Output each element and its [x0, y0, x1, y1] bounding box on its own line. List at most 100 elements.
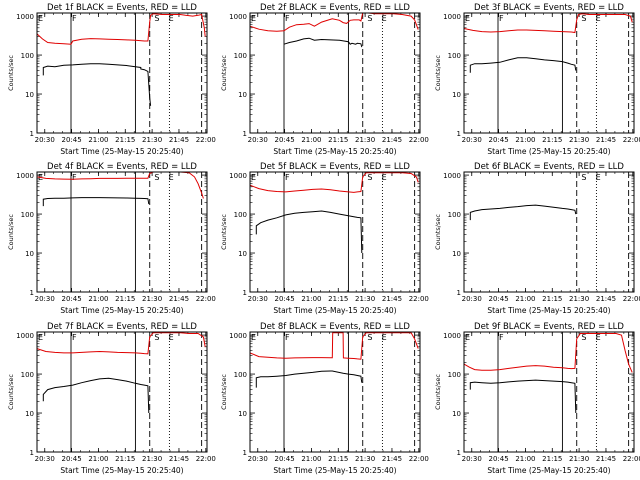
marker-label: S [154, 173, 159, 182]
y-tick-label: 100 [448, 371, 461, 379]
y-axis-label: Counts/sec [434, 55, 442, 91]
x-tick-label: 20:30 [248, 136, 268, 144]
x-axis-label: Start Time (25-May-15 20:25:40) [487, 466, 610, 475]
y-tick-label: 10 [238, 250, 247, 258]
y-tick-label: 1000 [229, 13, 247, 21]
x-axis-label: Start Time (25-May-15 20:25:40) [487, 306, 610, 315]
marker-label: S [367, 14, 372, 23]
lld-series [463, 333, 633, 373]
y-tick-label: 10 [238, 91, 247, 99]
x-tick-label: 21:30 [142, 295, 162, 303]
marker-label: E [251, 14, 256, 23]
x-tick-label: 21:15 [542, 455, 562, 463]
plot-frame [249, 331, 421, 453]
x-tick-label: 20:45 [488, 136, 508, 144]
plot-frame [249, 171, 421, 293]
x-tick-label: 21:00 [515, 455, 535, 463]
marker-label: S [367, 173, 372, 182]
marker-label: E [465, 14, 470, 23]
marker-label: E [251, 173, 256, 182]
x-tick-label: 21:45 [596, 136, 616, 144]
x-tick-label: 22:00 [409, 295, 429, 303]
x-tick-label: 22:00 [196, 136, 216, 144]
panel-title: Det 6f BLACK = Events, RED = LLD [474, 162, 624, 172]
y-tick-label: 1 [457, 130, 461, 138]
y-tick-label: 1 [243, 130, 247, 138]
panel-title: Det 9f BLACK = Events, RED = LLD [474, 322, 624, 332]
plot-frame [463, 331, 635, 453]
x-tick-label: 21:15 [542, 295, 562, 303]
panel-det-9: Det 9f BLACK = Events, RED = LLD Counts/s… [434, 322, 640, 475]
x-tick-label: 21:00 [88, 295, 108, 303]
x-tick-label: 21:00 [301, 295, 321, 303]
plot-frame [463, 12, 635, 134]
marker-label: F [499, 14, 504, 23]
x-axis-label: Start Time (25-May-15 20:25:40) [60, 306, 183, 315]
y-tick-label: 1000 [443, 172, 461, 180]
marker-label: F [285, 173, 290, 182]
marker-label: S [581, 173, 586, 182]
y-axis-label: Counts/sec [220, 55, 228, 91]
x-tick-label: 21:15 [115, 136, 135, 144]
marker-label: F [499, 333, 504, 342]
marker-label: E [251, 333, 256, 342]
marker-label: E [169, 14, 174, 23]
x-axis-label: Start Time (25-May-15 20:25:40) [273, 147, 396, 156]
y-axis-label: Counts/sec [220, 214, 228, 250]
lld-series [36, 13, 206, 45]
x-tick-label: 21:15 [115, 295, 135, 303]
x-tick-label: 20:45 [61, 455, 81, 463]
panel-title: Det 8f BLACK = Events, RED = LLD [260, 322, 410, 332]
y-tick-label: 10 [25, 91, 34, 99]
events-series [255, 370, 363, 388]
panel-title: Det 2f BLACK = Events, RED = LLD [260, 3, 410, 13]
x-axis-label: Start Time (25-May-15 20:25:40) [60, 466, 183, 475]
x-tick-label: 20:30 [462, 136, 482, 144]
x-axis-label: Start Time (25-May-15 20:25:40) [487, 147, 610, 156]
x-tick-label: 21:45 [382, 136, 402, 144]
x-tick-label: 21:15 [115, 455, 135, 463]
panel-det-6: Det 6f BLACK = Events, RED = LLD Counts/s… [434, 162, 640, 315]
lld-series [36, 332, 206, 355]
x-tick-label: 21:30 [142, 455, 162, 463]
x-tick-label: 22:00 [623, 295, 640, 303]
x-tick-label: 21:45 [169, 136, 189, 144]
x-tick-label: 22:00 [409, 136, 429, 144]
panel-title: Det 1f BLACK = Events, RED = LLD [47, 3, 197, 13]
x-tick-label: 21:45 [596, 295, 616, 303]
x-tick-label: 21:45 [382, 295, 402, 303]
lld-series [249, 172, 419, 193]
y-tick-label: 1 [457, 289, 461, 297]
marker-label: F [285, 333, 290, 342]
panel-det-5: Det 5f BLACK = Events, RED = LLD Counts/s… [220, 162, 429, 315]
marker-label: F [72, 14, 77, 23]
marker-label: E [382, 14, 387, 23]
x-tick-label: 20:45 [274, 136, 294, 144]
y-tick-label: 1 [457, 449, 461, 457]
events-series [42, 377, 150, 414]
plot-frame [36, 331, 208, 453]
y-tick-label: 10 [452, 250, 461, 258]
y-tick-label: 100 [21, 211, 34, 219]
y-tick-label: 1000 [443, 332, 461, 340]
x-tick-label: 21:00 [515, 295, 535, 303]
x-tick-label: 21:15 [542, 136, 562, 144]
y-tick-label: 1 [243, 449, 247, 457]
marker-label: E [596, 333, 601, 342]
plot-frame [463, 171, 635, 293]
x-tick-label: 21:00 [301, 136, 321, 144]
panel-det-1: Det 1f BLACK = Events, RED = LLD Counts/s… [7, 3, 216, 156]
x-tick-label: 21:15 [328, 295, 348, 303]
x-axis-label: Start Time (25-May-15 20:25:40) [273, 466, 396, 475]
marker-label: E [169, 173, 174, 182]
plot-frame [36, 171, 208, 293]
x-tick-label: 20:30 [248, 295, 268, 303]
x-tick-label: 21:45 [169, 295, 189, 303]
marker-label: S [581, 333, 586, 342]
x-tick-label: 20:30 [462, 295, 482, 303]
y-tick-label: 1 [30, 289, 34, 297]
x-axis-label: Start Time (25-May-15 20:25:40) [273, 306, 396, 315]
x-tick-label: 21:45 [382, 455, 402, 463]
x-tick-label: 21:00 [88, 455, 108, 463]
x-tick-label: 21:45 [169, 455, 189, 463]
